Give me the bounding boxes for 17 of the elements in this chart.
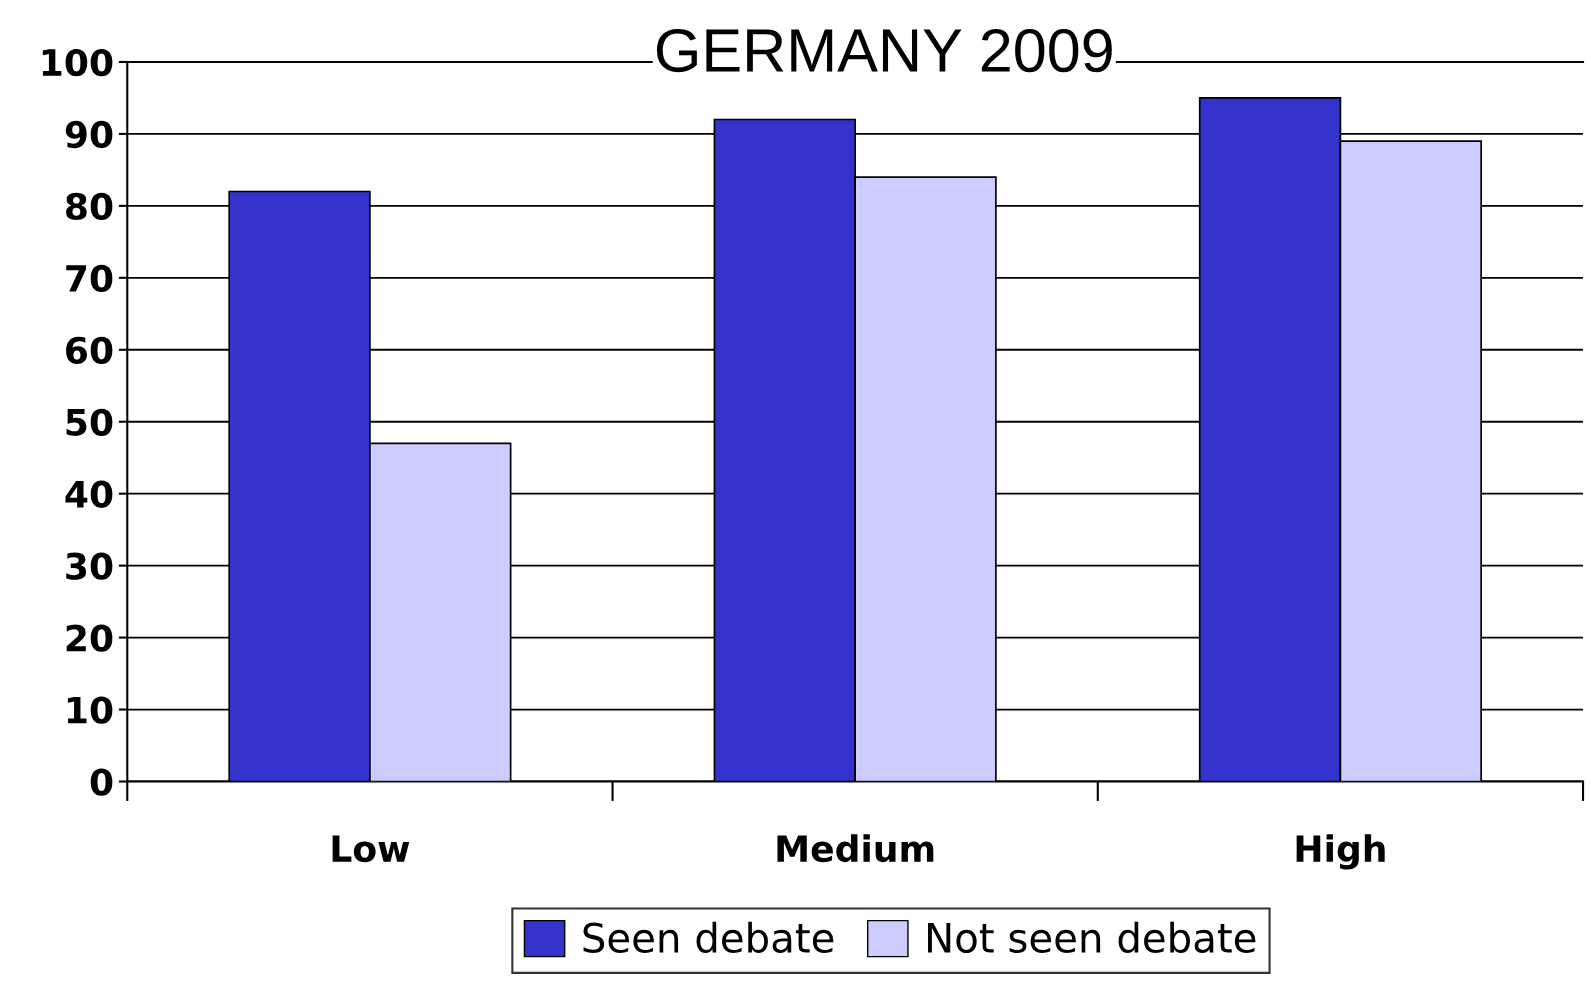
y-tick-label: 80 <box>66 192 113 221</box>
y-tick-label: 0 <box>90 768 113 796</box>
y-tick-label: 90 <box>65 120 113 149</box>
legend-label: Seen debate <box>583 921 834 953</box>
legend-label: Not seen debate <box>928 921 1256 953</box>
x-tick-label: Low <box>332 835 410 863</box>
y-tick-label: 100 <box>42 48 113 77</box>
y-tick-label: 10 <box>67 696 113 724</box>
y-tick-label: 60 <box>66 336 113 365</box>
y-tick-label: 50 <box>66 408 113 436</box>
y-tick-label: 70 <box>66 264 113 293</box>
y-tick-label: 20 <box>66 624 113 652</box>
x-tick-label: Medium <box>777 834 934 863</box>
y-tick-label: 40 <box>65 480 113 508</box>
chart-title: GERMANY 2009 <box>656 28 1112 73</box>
x-tick-label: High <box>1296 834 1385 870</box>
y-tick-label: 30 <box>66 552 113 580</box>
